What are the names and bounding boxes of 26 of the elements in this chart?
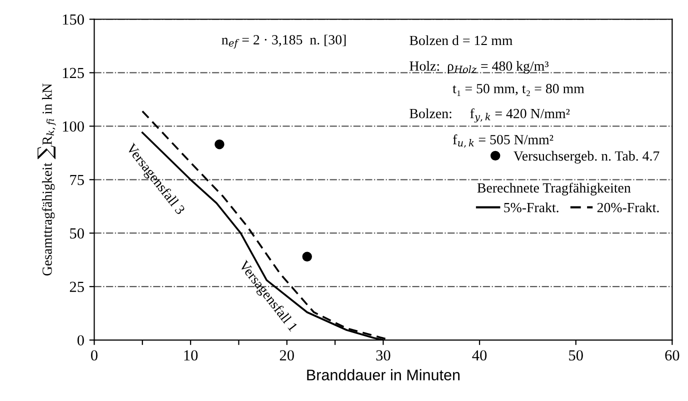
x-tick-label: 50 xyxy=(569,350,583,361)
annotation: Holz: ρ$_{Holz}$ = 480 kg/m³ xyxy=(410,60,549,74)
y-tick-label: 150 xyxy=(62,14,84,25)
legend-label: 5%-Frakt. xyxy=(504,202,558,212)
x-tick-label: 20 xyxy=(280,350,294,361)
y-tick-label: 25 xyxy=(70,282,84,292)
annotation: t₁ = 50 mm, t₂ = 80 mm xyxy=(452,84,584,96)
y-tick-label: 100 xyxy=(62,121,84,132)
annotation: n$_{ef}$ = 2 · 3,185 n. [30] xyxy=(222,34,346,49)
y-tick-label: 50 xyxy=(70,228,84,239)
annotation: Bolzen d = 12 mm xyxy=(410,35,513,46)
x-tick-label: 0 xyxy=(91,350,98,361)
y-axis-title: Gesamttragfähigkeit ∑R$_{k,fi}$ in kN xyxy=(38,84,56,276)
legend-label: Versuchsergeb. n. Tab. 4.7 xyxy=(514,150,660,164)
y-tick-label: 125 xyxy=(62,68,84,78)
annotation: f$_{u,k}$ = 505 N/mm² xyxy=(452,134,554,148)
y-tick-label: 75 xyxy=(70,174,84,186)
y-tick-label: 0 xyxy=(77,335,84,346)
legend-label: 20%-Frakt. xyxy=(597,202,659,212)
x-tick-label: 10 xyxy=(184,350,198,361)
x-tick-label: 30 xyxy=(376,350,390,361)
x-tick-label: 40 xyxy=(472,350,487,361)
x-axis-title: Branddauer in Minuten xyxy=(307,369,460,380)
x-tick-label: 60 xyxy=(665,350,680,361)
legend-title: Berechnete Tragfähigkeiten xyxy=(477,182,631,196)
annotation: Bolzen: f$_{y,k}$ = 420 N/mm² xyxy=(410,108,570,122)
